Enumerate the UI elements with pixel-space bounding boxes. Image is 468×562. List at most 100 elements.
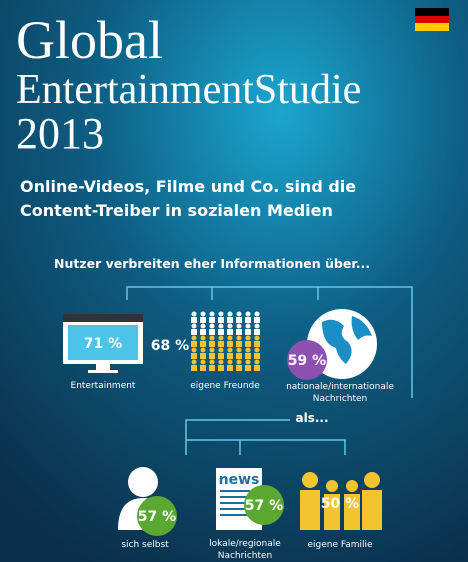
- person-head: [218, 359, 224, 365]
- person-head: [200, 359, 206, 365]
- person-body: [227, 317, 233, 323]
- person-head: [218, 347, 224, 353]
- flag: [415, 8, 449, 31]
- person-head: [209, 335, 215, 341]
- newspaper-icon: [216, 468, 284, 530]
- person-body: [227, 353, 233, 359]
- person-head: [236, 323, 242, 329]
- person-body: [236, 341, 242, 347]
- person-body: [236, 353, 242, 359]
- person-head: [254, 311, 260, 317]
- person-head: [209, 311, 215, 317]
- person-head: [191, 323, 197, 329]
- connector-lines: [126, 286, 413, 398]
- person-head: [227, 335, 233, 341]
- person-body: [254, 341, 260, 347]
- item-label: sich selbst: [121, 540, 169, 550]
- person-body: [218, 317, 224, 323]
- person-body: [191, 353, 197, 359]
- person-body: [245, 365, 251, 371]
- person-body: [254, 365, 260, 371]
- value-label: 57 %: [138, 509, 176, 525]
- person-body: [245, 341, 251, 347]
- item-label: Entertainment: [71, 381, 136, 391]
- person-body: [227, 341, 233, 347]
- person-head: [254, 359, 260, 365]
- person-head: [209, 323, 215, 329]
- monitor-icon: [63, 314, 143, 373]
- person-body: [218, 341, 224, 347]
- person-body: [209, 341, 215, 347]
- person-head: [245, 335, 251, 341]
- person-body: [254, 353, 260, 359]
- person-body: [200, 317, 206, 323]
- person-head: [236, 335, 242, 341]
- person-body: [209, 353, 215, 359]
- person-body: [245, 353, 251, 359]
- title-line: 2013: [16, 109, 104, 158]
- person-body: [254, 329, 260, 335]
- person-body: [227, 329, 233, 335]
- item-label: eigene Familie: [307, 540, 373, 550]
- person-head: [227, 323, 233, 329]
- person-head: [209, 359, 215, 365]
- person-body: [191, 329, 197, 335]
- person-body: [245, 329, 251, 335]
- person-body: [200, 341, 206, 347]
- subtitle: Content-Treiber in sozialen Medien: [20, 201, 333, 220]
- person-head: [200, 311, 206, 317]
- icon-text: news: [219, 472, 260, 488]
- person-head: [218, 335, 224, 341]
- people-icon: [191, 311, 260, 371]
- item-label: nationale/internationale: [286, 382, 394, 392]
- person-head: [254, 335, 260, 341]
- person-head: [191, 335, 197, 341]
- person-body: [218, 353, 224, 359]
- person-head: [227, 347, 233, 353]
- item-label: eigene Freunde: [190, 381, 260, 391]
- value-label: 71 %: [84, 336, 122, 352]
- person-body: [209, 329, 215, 335]
- person-body: [218, 365, 224, 371]
- person-head: [245, 347, 251, 353]
- person-head: [236, 359, 242, 365]
- person-head: [200, 347, 206, 353]
- person-body: [236, 365, 242, 371]
- person-body: [191, 365, 197, 371]
- person-head: [200, 323, 206, 329]
- title-line: Global: [16, 10, 163, 70]
- person-head: [191, 311, 197, 317]
- person-head: [209, 347, 215, 353]
- value-label: 50 %: [321, 496, 359, 512]
- question: Nutzer verbreiten eher Informationen übe…: [54, 256, 370, 271]
- person-body: [236, 329, 242, 335]
- person-head: [245, 323, 251, 329]
- person-body: [227, 365, 233, 371]
- value-label: 57 %: [245, 498, 283, 514]
- globe-icon: [287, 309, 377, 380]
- family-icon: [300, 472, 382, 530]
- person-head: [191, 359, 197, 365]
- person-head: [191, 347, 197, 353]
- person-body: [200, 365, 206, 371]
- person-head: [245, 359, 251, 365]
- person-body: [191, 317, 197, 323]
- person-icon: [118, 467, 177, 536]
- person-head: [218, 323, 224, 329]
- person-head: [254, 323, 260, 329]
- person-head: [218, 311, 224, 317]
- connector-text: als...: [295, 411, 328, 425]
- person-head: [236, 311, 242, 317]
- person-body: [245, 317, 251, 323]
- subtitle: Online-Videos, Filme und Co. sind die: [20, 177, 356, 196]
- connector-lines: [185, 419, 346, 455]
- person-body: [254, 317, 260, 323]
- title-line: EntertainmentStudie: [16, 67, 361, 113]
- person-head: [227, 311, 233, 317]
- item-label: Nachrichten: [218, 551, 273, 561]
- person-body: [209, 317, 215, 323]
- person-body: [209, 365, 215, 371]
- value-label: 68 %: [151, 338, 189, 354]
- item-label: Nachrichten: [313, 394, 368, 404]
